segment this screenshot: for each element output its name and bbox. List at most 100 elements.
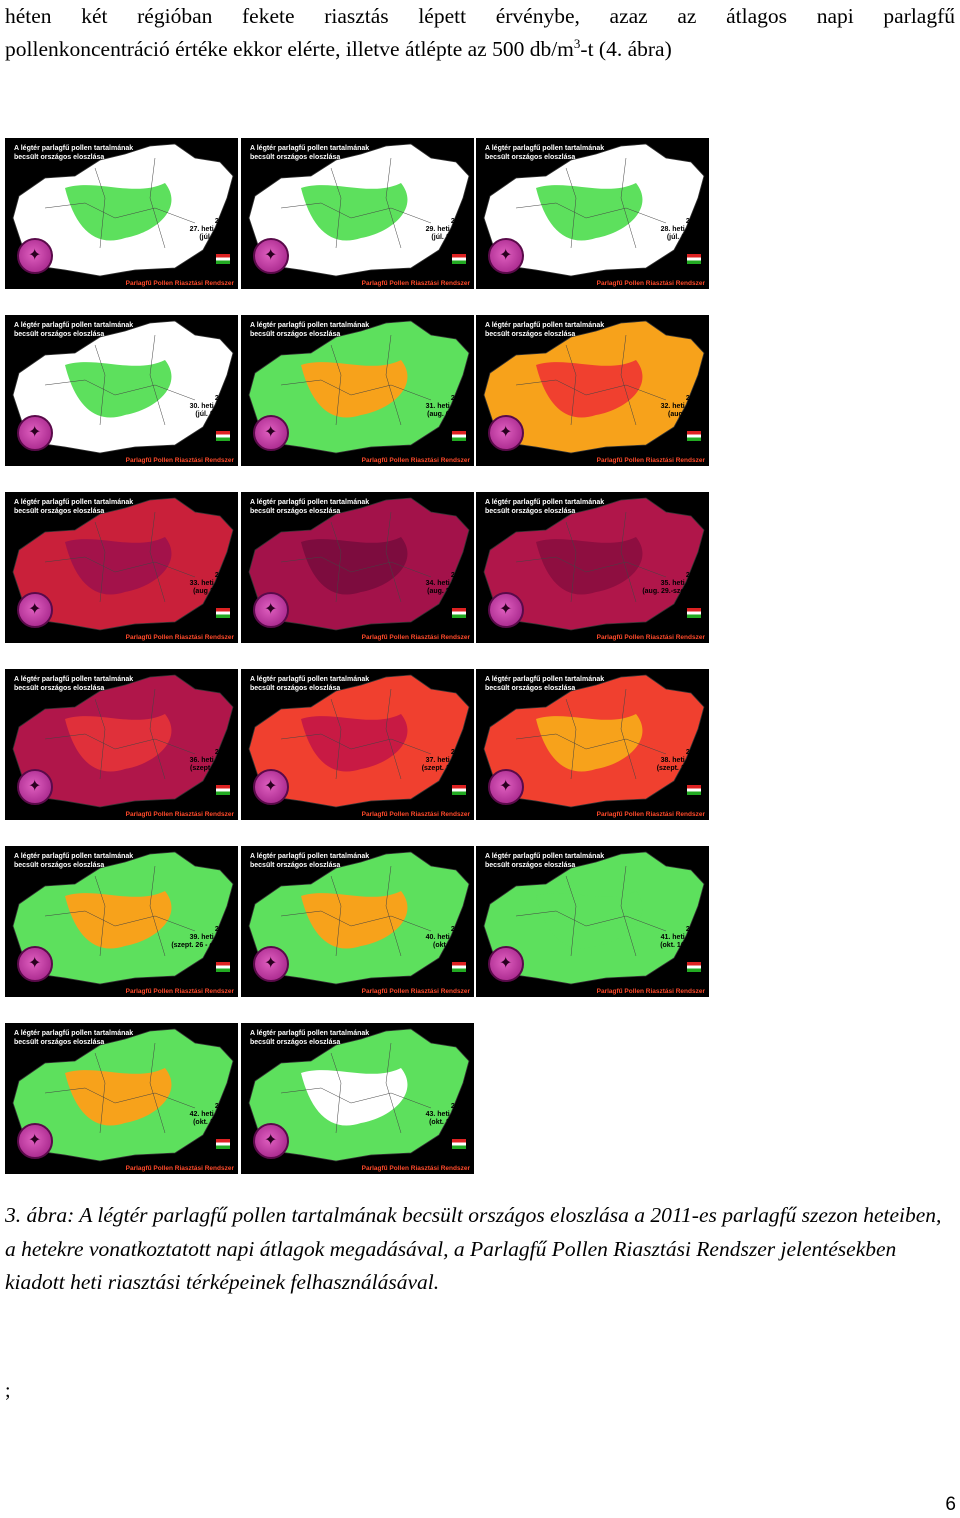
ragweed-logo-icon [488,415,524,451]
body-line-2-end: -t (4. ábra) [580,37,672,61]
hungary-map [248,497,470,631]
map-title-line-1: A légtér parlagfű pollen tartalmának [485,853,605,860]
map-title-line-1: A légtér parlagfű pollen tartalmának [485,145,605,152]
map-date-range: (aug. 29.-szept. 4.) [642,588,703,595]
map-year: 2011. [450,749,468,756]
map-title-line-2: becsült országos eloszlása [14,862,105,869]
ragweed-logo-icon [253,1123,289,1159]
map-footer: Parlagfű Pollen Riasztási Rendszer [596,280,705,287]
map-title-line-2: becsült országos eloszlása [485,331,576,338]
trailing-semicolon: ; [5,1380,11,1402]
map-date-range: (júl. 11-17.) [666,234,703,241]
hungary-map [483,674,705,808]
map-title-line-1: A légtér parlagfű pollen tartalmának [14,145,134,152]
hungary-map [12,674,234,808]
flag-icon [687,962,701,972]
map-year: 2011. [214,218,232,225]
map-footer: Parlagfű Pollen Riasztási Rendszer [125,634,234,641]
pollen-map-week-12: A légtér parlagfű pollen tartalmának becs… [476,669,709,820]
map-title-line-2: becsült országos eloszlása [250,331,341,338]
map-title-line-1: A légtér parlagfű pollen tartalmának [485,322,605,329]
map-week-label: 40. heti átlag [425,934,468,941]
map-title-line-1: A légtér parlagfű pollen tartalmának [250,322,370,329]
map-footer: Parlagfű Pollen Riasztási Rendszer [596,634,705,641]
pollen-map-week-11: A légtér parlagfű pollen tartalmának becs… [241,669,474,820]
pollen-map-week-5: A légtér parlagfű pollen tartalmának becs… [241,315,474,466]
flag-icon [687,254,701,264]
body-line-2: pollenkoncentráció értéke ekkor elérte, … [5,33,955,66]
hungary-map [248,851,470,985]
map-year: 2011. [214,395,232,402]
hungary-map [12,320,234,454]
map-date-range: (okt. 24-30.) [429,1119,468,1126]
hungary-map [12,497,234,631]
flag-icon [452,1139,466,1149]
map-footer: Parlagfű Pollen Riasztási Rendszer [125,1165,234,1172]
map-week-label: 32. heti átlag [660,403,703,410]
map-year: 2011. [214,1103,232,1110]
ragweed-logo-icon [488,946,524,982]
hungary-map [248,320,470,454]
map-year: 2011. [685,395,703,402]
pollen-map-week-16: A légtér parlagfű pollen tartalmának becs… [5,1023,238,1174]
pollen-map-week-7: A légtér parlagfű pollen tartalmának becs… [5,492,238,643]
pollen-map-week-14: A légtér parlagfű pollen tartalmának becs… [241,846,474,997]
map-title-line-1: A légtér parlagfű pollen tartalmának [250,145,370,152]
map-date-range: (szept. 5-11.) [189,765,232,772]
map-title-line-1: A légtér parlagfű pollen tartalmának [14,1030,134,1037]
body-line-1: héten két régióban fekete riasztás lépet… [5,4,955,28]
ragweed-logo-icon [17,238,53,274]
pollen-map-week-6: A légtér parlagfű pollen tartalmának becs… [476,315,709,466]
map-title-line-2: becsült országos eloszlása [250,862,341,869]
map-week-label: 35. heti átlag [660,580,703,587]
map-date-range: (aug 8-14.) [667,411,703,418]
map-footer: Parlagfű Pollen Riasztási Rendszer [125,457,234,464]
map-year: 2011. [450,926,468,933]
map-year: 2011. [685,926,703,933]
ragweed-logo-icon [253,592,289,628]
map-footer: Parlagfű Pollen Riasztási Rendszer [361,457,470,464]
map-title-line-1: A légtér parlagfű pollen tartalmának [14,676,134,683]
ragweed-logo-icon [17,415,53,451]
ragweed-logo-icon [253,769,289,805]
flag-icon [216,1139,230,1149]
pollen-map-week-1: A légtér parlagfű pollen tartalmának becs… [5,138,238,289]
figure-caption: 3. ábra: A légtér parlagfű pollen tartal… [5,1203,942,1294]
hungary-map [12,143,234,277]
map-week-label: 34. heti átlag [425,580,468,587]
map-title-line-1: A légtér parlagfű pollen tartalmának [14,499,134,506]
map-footer: Parlagfű Pollen Riasztási Rendszer [125,811,234,818]
map-year: 2011. [685,218,703,225]
map-year: 2011. [450,218,468,225]
map-date-range: (szept. 26 - okt. 2.) [171,942,232,949]
map-date-range: (okt. 3 - 9.) [432,942,468,949]
map-title-line-2: becsült országos eloszlása [250,154,341,161]
body-paragraph: héten két régióban fekete riasztás lépet… [5,0,955,66]
map-date-range: (szept. 12-18.) [421,765,468,772]
ragweed-logo-icon [488,238,524,274]
map-week-label: 30. heti átlag [189,403,232,410]
hungary-map [483,320,705,454]
map-title-line-1: A légtér parlagfű pollen tartalmának [250,1030,370,1037]
map-title-line-2: becsült országos eloszlása [14,685,105,692]
map-week-label: 36. heti átlag [189,757,232,764]
map-year: 2011. [685,572,703,579]
map-week-label: 29. heti átlag [425,226,468,233]
map-footer: Parlagfű Pollen Riasztási Rendszer [361,988,470,995]
map-year: 2011. [214,572,232,579]
map-week-label: 33. heti átlag [189,580,232,587]
map-year: 2011. [450,395,468,402]
map-title-line-1: A légtér parlagfű pollen tartalmának [250,499,370,506]
ragweed-logo-icon [17,946,53,982]
map-title-line-1: A légtér parlagfű pollen tartalmának [14,853,134,860]
map-week-label: 42. heti átlag [189,1111,232,1118]
ragweed-logo-icon [17,592,53,628]
map-title-line-1: A légtér parlagfű pollen tartalmának [250,853,370,860]
map-title-line-1: A légtér parlagfű pollen tartalmának [14,322,134,329]
map-date-range: (júl. 4-10.) [199,234,232,241]
ragweed-logo-icon [253,238,289,274]
map-year: 2011. [685,749,703,756]
pollen-map-week-8: A légtér parlagfű pollen tartalmának becs… [241,492,474,643]
map-week-label: 41. heti átlag [660,934,703,941]
pollen-map-week-10: A légtér parlagfű pollen tartalmának becs… [5,669,238,820]
